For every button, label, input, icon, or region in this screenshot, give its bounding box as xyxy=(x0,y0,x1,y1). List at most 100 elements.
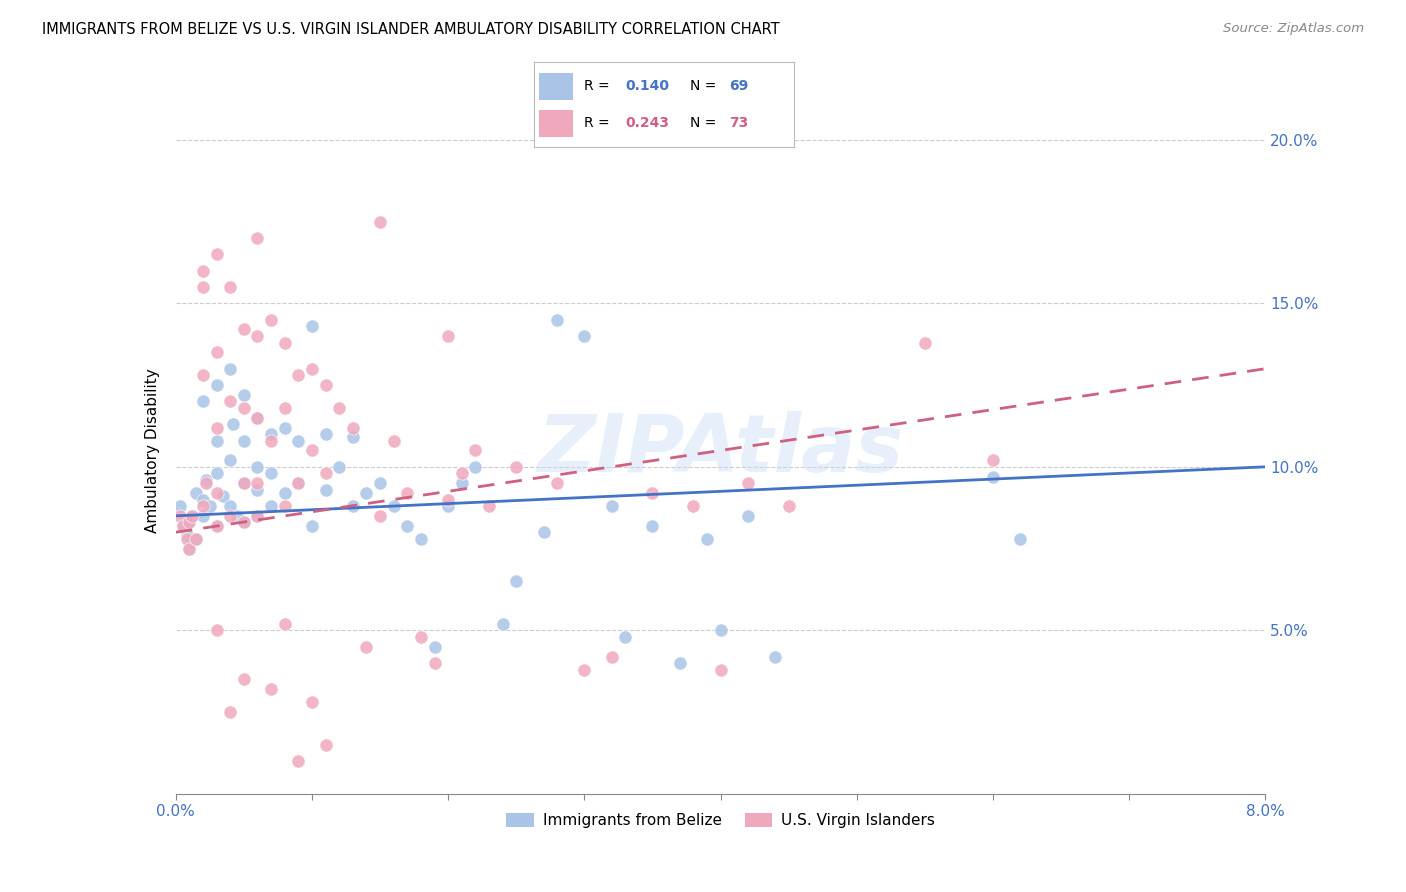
Point xyxy=(219,499,242,513)
Text: N =: N = xyxy=(690,117,721,130)
Point xyxy=(194,476,217,491)
Point xyxy=(246,410,269,425)
Point xyxy=(287,476,309,491)
Point xyxy=(219,394,242,409)
Point xyxy=(737,508,759,523)
Point xyxy=(232,516,254,530)
Point xyxy=(301,319,323,334)
Point xyxy=(1010,532,1032,546)
Point xyxy=(382,434,405,448)
Point xyxy=(614,630,637,644)
Point xyxy=(450,476,472,491)
Point xyxy=(368,508,391,523)
Point xyxy=(328,459,350,474)
Point xyxy=(191,492,214,507)
Text: Source: ZipAtlas.com: Source: ZipAtlas.com xyxy=(1223,22,1364,36)
Text: 73: 73 xyxy=(730,117,748,130)
Point xyxy=(287,434,309,448)
Point xyxy=(246,410,269,425)
Point xyxy=(505,574,527,589)
Point xyxy=(668,656,690,670)
Point xyxy=(186,532,208,546)
Point xyxy=(191,499,214,513)
Point xyxy=(176,532,198,546)
Point xyxy=(186,532,208,546)
Point xyxy=(181,508,204,523)
Point xyxy=(287,754,309,768)
Point xyxy=(260,434,283,448)
Point xyxy=(246,483,269,497)
Point xyxy=(763,649,786,664)
Point xyxy=(232,434,254,448)
Point xyxy=(205,518,228,533)
Point xyxy=(222,417,245,432)
Point xyxy=(232,516,254,530)
Point xyxy=(205,345,228,359)
Point xyxy=(226,508,249,523)
Point xyxy=(574,663,596,677)
Point xyxy=(232,476,254,491)
Point xyxy=(191,508,214,523)
Point xyxy=(533,525,555,540)
Point xyxy=(260,427,283,442)
Point xyxy=(246,508,269,523)
Point xyxy=(464,443,486,458)
Point xyxy=(232,673,254,687)
Point xyxy=(342,430,364,444)
Point xyxy=(574,329,596,343)
Point xyxy=(301,361,323,376)
Bar xyxy=(540,72,574,100)
Point xyxy=(219,508,242,523)
Point xyxy=(246,459,269,474)
Point xyxy=(981,469,1004,483)
Point xyxy=(981,453,1004,467)
Y-axis label: Ambulatory Disability: Ambulatory Disability xyxy=(145,368,160,533)
Point xyxy=(737,476,759,491)
Point xyxy=(191,280,214,294)
Point xyxy=(600,649,623,664)
Text: IMMIGRANTS FROM BELIZE VS U.S. VIRGIN ISLANDER AMBULATORY DISABILITY CORRELATION: IMMIGRANTS FROM BELIZE VS U.S. VIRGIN IS… xyxy=(42,22,780,37)
Point xyxy=(492,616,515,631)
Point xyxy=(600,499,623,513)
Point xyxy=(232,476,254,491)
Point xyxy=(232,401,254,415)
Point xyxy=(194,473,217,487)
Point xyxy=(172,518,194,533)
Point xyxy=(260,312,283,326)
Point xyxy=(232,388,254,402)
Point xyxy=(315,483,337,497)
Point xyxy=(396,486,419,500)
Text: ZIPAtlas: ZIPAtlas xyxy=(537,411,904,490)
Point xyxy=(914,335,936,350)
Point xyxy=(205,378,228,392)
Point xyxy=(710,624,733,638)
Point xyxy=(641,486,664,500)
Point xyxy=(546,312,568,326)
Point xyxy=(437,329,460,343)
Point xyxy=(505,459,527,474)
Point xyxy=(274,335,297,350)
Point xyxy=(696,532,718,546)
Point xyxy=(176,528,198,542)
Point xyxy=(356,640,378,654)
Point xyxy=(260,499,283,513)
Point xyxy=(179,516,201,530)
Text: 0.140: 0.140 xyxy=(626,79,669,93)
Point xyxy=(260,682,283,697)
Point xyxy=(246,508,269,523)
Point xyxy=(169,508,191,523)
Point xyxy=(342,420,364,434)
Point xyxy=(287,368,309,383)
Point xyxy=(232,322,254,336)
Point xyxy=(356,486,378,500)
Point xyxy=(423,640,446,654)
Point xyxy=(191,394,214,409)
Text: 69: 69 xyxy=(730,79,748,93)
Point xyxy=(179,516,201,530)
Point xyxy=(274,486,297,500)
Point xyxy=(450,467,472,481)
Bar xyxy=(540,110,574,137)
Point xyxy=(219,705,242,719)
Point xyxy=(246,329,269,343)
Point xyxy=(205,486,228,500)
